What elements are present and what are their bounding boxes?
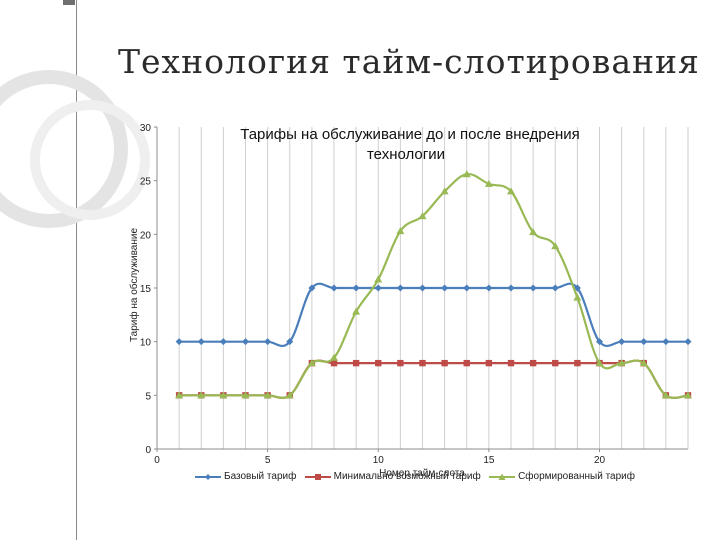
- data-point: [551, 242, 560, 250]
- data-point: [242, 338, 249, 346]
- data-point: [573, 293, 582, 301]
- data-point: [441, 359, 448, 367]
- chart-title-line: технологии: [367, 146, 445, 163]
- legend-item: Базовый тариф: [195, 471, 296, 482]
- y-tick-label: 0: [145, 445, 151, 456]
- data-point: [552, 359, 559, 367]
- data-point: [308, 284, 316, 292]
- data-point: [285, 391, 294, 399]
- decorative-circle: [30, 100, 150, 220]
- x-tick-label: 20: [594, 455, 606, 466]
- data-point: [661, 391, 670, 399]
- data-point: [396, 227, 405, 235]
- data-point: [418, 212, 427, 220]
- data-point: [419, 359, 426, 367]
- legend-label: Базовый тариф: [224, 471, 297, 482]
- data-point: [396, 284, 404, 292]
- legend-item: Минимально возможный тариф: [304, 471, 481, 482]
- data-point: [286, 338, 294, 346]
- data-point: [507, 187, 515, 195]
- x-tick-label: 10: [373, 455, 385, 466]
- data-point: [330, 353, 338, 361]
- data-point: [485, 284, 493, 292]
- chart-legend: Базовый тариф Минимально возможный тариф…: [195, 471, 635, 482]
- data-point: [684, 338, 692, 346]
- legend-item: Сформированный тариф: [489, 471, 635, 482]
- data-point: [551, 284, 559, 292]
- data-point: [462, 170, 471, 178]
- legend-label: Сформированный тариф: [518, 471, 635, 482]
- data-point: [463, 284, 471, 292]
- data-point: [352, 307, 361, 315]
- data-point: [640, 338, 648, 346]
- y-tick-label: 15: [140, 284, 152, 295]
- data-point: [197, 338, 205, 346]
- legend-label: Минимально возможный тариф: [333, 471, 481, 482]
- data-point: [374, 275, 383, 283]
- chart-series: [175, 170, 692, 399]
- data-point: [419, 284, 426, 292]
- data-point: [529, 228, 538, 236]
- chart-axes: 0 5 10 15 20 25 30 0 5 10 15 20: [140, 123, 688, 466]
- data-point: [330, 359, 338, 367]
- data-point: [307, 359, 316, 367]
- data-point: [330, 284, 338, 292]
- data-point: [441, 284, 449, 292]
- y-tick-label: 5: [145, 391, 151, 402]
- data-point: [662, 338, 670, 346]
- series-line: [179, 282, 688, 348]
- slide-left-rule: [76, 0, 77, 540]
- data-point: [507, 284, 515, 292]
- x-tick-label: 5: [265, 455, 271, 466]
- slide-title: Технология тайм-слотирования: [118, 42, 700, 81]
- data-point: [595, 359, 604, 367]
- data-point: [639, 359, 648, 367]
- data-point: [219, 338, 227, 346]
- data-point: [175, 338, 183, 346]
- data-point: [375, 359, 382, 367]
- y-tick-label: 10: [140, 338, 152, 349]
- data-point: [529, 284, 537, 292]
- y-tick-label: 20: [140, 230, 152, 241]
- legend-swatch-line: [489, 473, 516, 480]
- data-point: [617, 359, 626, 367]
- data-point: [574, 359, 581, 367]
- data-point: [197, 391, 206, 399]
- data-point: [175, 391, 184, 399]
- slide-top-mark: [63, 0, 75, 5]
- data-point: [219, 391, 228, 399]
- data-point: [529, 359, 537, 367]
- x-axis-label: Номер тайм-слота: [379, 468, 465, 479]
- data-point: [684, 391, 692, 399]
- y-tick-label: 25: [140, 177, 152, 188]
- x-tick-label: 15: [483, 455, 495, 466]
- data-point: [618, 338, 626, 346]
- data-point: [263, 391, 272, 399]
- y-tick-label: 30: [140, 123, 152, 134]
- data-point: [573, 284, 581, 292]
- data-point: [485, 359, 493, 367]
- data-point: [264, 338, 272, 346]
- series-line: [179, 173, 689, 399]
- data-point: [352, 359, 360, 367]
- legend-swatch-line: [304, 473, 331, 480]
- data-point: [440, 187, 449, 195]
- data-point: [463, 359, 470, 367]
- data-point: [507, 359, 515, 367]
- data-point: [352, 284, 360, 292]
- data-point: [397, 359, 404, 367]
- data-point: [484, 179, 493, 187]
- data-point: [374, 284, 382, 292]
- data-point: [241, 391, 250, 399]
- y-axis-label: Тариф на обслуживание: [128, 228, 140, 343]
- chart-title-line: Тарифы на обслуживание до и после внедре…: [240, 126, 580, 143]
- data-point: [596, 338, 603, 346]
- legend-swatch-line: [195, 473, 221, 480]
- x-tick-label: 0: [154, 455, 160, 466]
